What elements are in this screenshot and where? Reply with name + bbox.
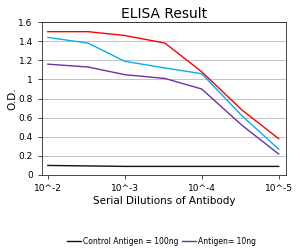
Line: Antigen= 10ng: Antigen= 10ng: [48, 64, 279, 154]
Antigen= 100ng: [200, 70, 203, 73]
Antigen= 10ng: [277, 152, 281, 156]
Antigen= 10ng: [46, 63, 50, 66]
Line: Antigen= 100ng: Antigen= 100ng: [48, 32, 279, 139]
Control Antigen = 100ng: [123, 165, 127, 168]
Antigen= 50ng: [86, 42, 90, 45]
Control Antigen = 100ng: [46, 164, 50, 167]
Antigen= 100ng: [277, 137, 281, 140]
Antigen= 10ng: [200, 88, 203, 90]
Control Antigen = 100ng: [277, 165, 281, 168]
Legend: Control Antigen = 100ng, Antigen= 50ng, Antigen= 10ng, Antigen= 100ng: Control Antigen = 100ng, Antigen= 50ng, …: [67, 237, 261, 250]
Antigen= 50ng: [123, 60, 127, 63]
Title: ELISA Result: ELISA Result: [121, 7, 207, 21]
Antigen= 100ng: [123, 34, 127, 37]
Antigen= 50ng: [240, 114, 244, 117]
Antigen= 10ng: [240, 124, 244, 127]
X-axis label: Serial Dilutions of Antibody: Serial Dilutions of Antibody: [93, 196, 235, 206]
Line: Antigen= 50ng: Antigen= 50ng: [48, 38, 279, 149]
Antigen= 100ng: [46, 30, 50, 33]
Antigen= 50ng: [163, 66, 167, 70]
Antigen= 10ng: [123, 73, 127, 76]
Antigen= 50ng: [46, 36, 50, 39]
Control Antigen = 100ng: [200, 165, 203, 168]
Y-axis label: O.D.: O.D.: [7, 87, 17, 110]
Antigen= 10ng: [86, 66, 90, 68]
Antigen= 50ng: [277, 148, 281, 151]
Antigen= 100ng: [86, 30, 90, 33]
Antigen= 10ng: [163, 77, 167, 80]
Antigen= 100ng: [240, 108, 244, 112]
Antigen= 50ng: [200, 72, 203, 75]
Antigen= 100ng: [163, 42, 167, 45]
